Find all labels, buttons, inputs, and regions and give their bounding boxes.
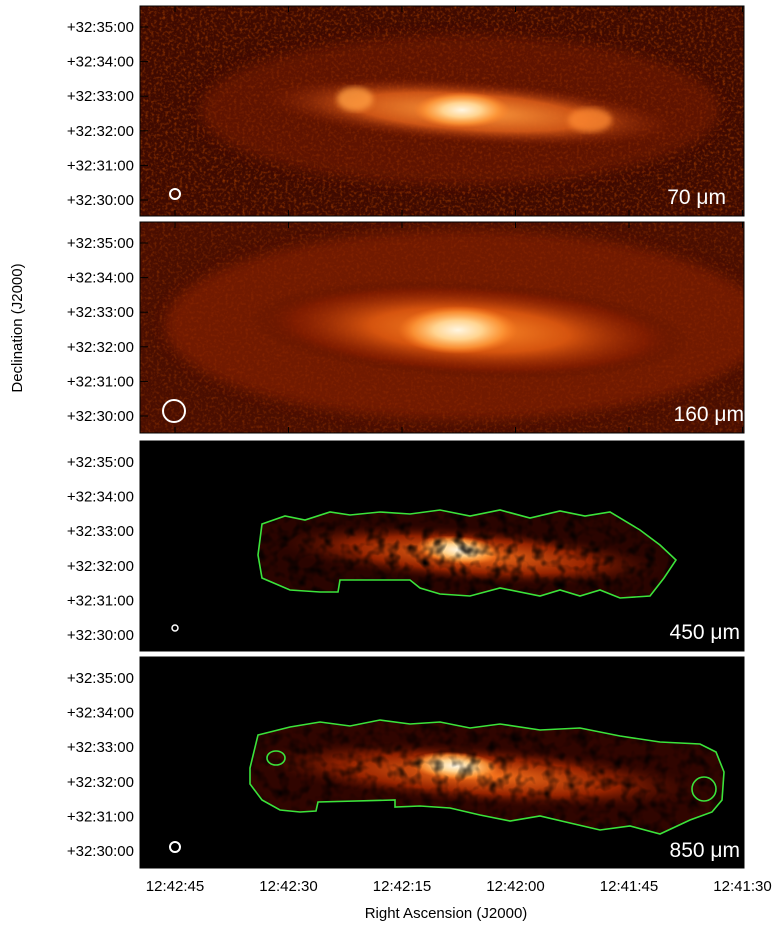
ra-tick-label: 12:42:00 xyxy=(486,878,544,895)
dec-tick-label: +32:30:00 xyxy=(67,192,134,209)
panel-850um-label: 850 μm xyxy=(670,839,740,862)
dec-tick-label: +32:30:00 xyxy=(67,408,134,425)
x-axis-title: Right Ascension (J2000) xyxy=(365,905,528,922)
panel-70um-knot-west xyxy=(337,87,373,111)
panel-850um-contour xyxy=(249,719,725,835)
panel-450um-beam xyxy=(171,624,179,632)
panel-160um-core xyxy=(398,306,518,354)
ra-tick-label: 12:42:30 xyxy=(259,878,317,895)
dec-tick-label: +32:32:00 xyxy=(67,123,134,140)
ra-tick-label: 12:41:30 xyxy=(713,878,771,895)
panel-160um xyxy=(140,222,744,433)
declination-ticks: +32:35:00 +32:34:00 +32:33:00 +32:32:00 +32:… xyxy=(67,19,148,860)
y-axis-title: Declination (J2000) xyxy=(9,263,26,392)
panel-160um-beam xyxy=(162,399,186,423)
panel-160um-label: 160 μm xyxy=(674,403,744,426)
panel-450um-clumps xyxy=(258,510,676,598)
dec-tick-label: +32:34:00 xyxy=(67,54,134,71)
dec-tick-label: +32:35:00 xyxy=(67,454,134,471)
panel-70um-beam xyxy=(169,188,181,200)
panel-70um xyxy=(140,6,744,216)
panel-70um-core xyxy=(414,92,510,128)
right-ascension-ticks: 12:42:45 12:42:30 12:42:15 12:42:00 12:41:45… xyxy=(146,6,772,895)
panel-450um-contour xyxy=(257,509,678,599)
dec-tick-label: +32:33:00 xyxy=(67,88,134,105)
dec-tick-label: +32:34:00 xyxy=(67,270,134,287)
panel-850um xyxy=(140,657,744,868)
dec-tick-label: +32:31:00 xyxy=(67,808,134,825)
dec-tick-label: +32:35:00 xyxy=(67,235,134,252)
dec-tick-label: +32:35:00 xyxy=(67,19,134,36)
panel-450um xyxy=(140,441,744,651)
ra-tick-label: 12:42:15 xyxy=(373,878,431,895)
panel-850um-contour-island-west xyxy=(691,776,717,802)
dec-tick-label: +32:32:00 xyxy=(67,774,134,791)
ra-tick-label: 12:41:45 xyxy=(600,878,658,895)
dec-tick-label: +32:30:00 xyxy=(67,627,134,644)
dec-tick-label: +32:31:00 xyxy=(67,157,134,174)
panel-70um-knot-east xyxy=(568,108,612,132)
ra-tick-label: 12:42:45 xyxy=(146,878,204,895)
dec-tick-label: +32:32:00 xyxy=(67,339,134,356)
dec-tick-label: +32:32:00 xyxy=(67,558,134,575)
panel-850um-contour-island-east xyxy=(266,750,286,766)
dec-tick-label: +32:33:00 xyxy=(67,739,134,756)
dec-tick-label: +32:35:00 xyxy=(67,670,134,687)
panel-70um-label: 70 μm xyxy=(667,186,726,209)
dec-tick-label: +32:34:00 xyxy=(67,705,134,722)
panel-850um-beam xyxy=(169,841,181,853)
dec-tick-label: +32:30:00 xyxy=(67,843,134,860)
dec-tick-label: +32:34:00 xyxy=(67,489,134,506)
dec-tick-label: +32:31:00 xyxy=(67,592,134,609)
dec-tick-label: +32:33:00 xyxy=(67,523,134,540)
panel-450um-label: 450 μm xyxy=(670,621,740,644)
dec-tick-label: +32:33:00 xyxy=(67,304,134,321)
dec-tick-label: +32:31:00 xyxy=(67,373,134,390)
